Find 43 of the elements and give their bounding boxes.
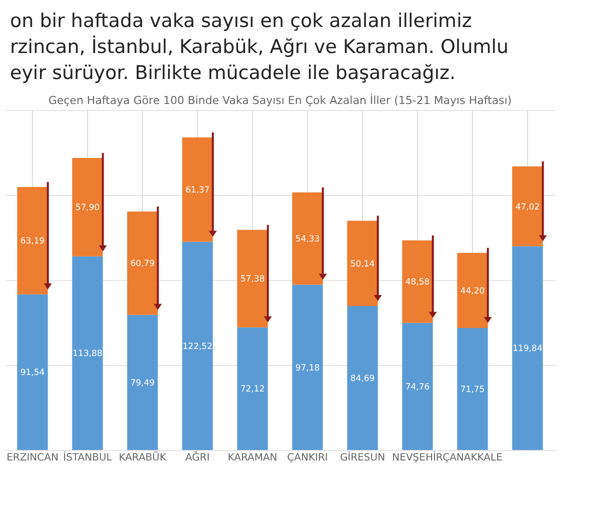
data-label: 74,76: [405, 382, 430, 392]
x-tick-label: NEVŞEHİR: [392, 450, 443, 464]
data-label: 63,19: [20, 236, 45, 247]
data-label: 122,52: [182, 342, 212, 352]
bar: [292, 284, 323, 450]
x-tick-label: İSTANBUL: [63, 450, 112, 464]
data-label: 48,58: [405, 278, 430, 288]
data-label: 57,90: [75, 203, 100, 214]
x-tick-label: KARAMAN: [228, 452, 278, 464]
data-label: 113,88: [72, 349, 102, 360]
data-label: 61,37: [185, 186, 210, 196]
bar: [72, 256, 103, 450]
text: eyir sürüyor. Birlikte mücadele ile başaracağız.: [10, 61, 457, 86]
data-label: 44,20: [460, 286, 485, 296]
data-label: 57,38: [240, 274, 265, 285]
x-tick-label: AĞRI: [185, 450, 210, 464]
x-tick-label: ÇANAKKALE: [442, 452, 502, 464]
data-label: 97,18: [295, 363, 320, 374]
x-tick-label: GİRESUN: [340, 450, 386, 464]
text: on bir haftada vaka sayısı en çok azalan illerimiz: [10, 9, 473, 34]
x-tick-label: KARABÜK: [118, 450, 167, 464]
bar: [347, 306, 378, 450]
data-label: 84,69: [350, 374, 375, 384]
bar: [512, 246, 543, 450]
data-label: 50,14: [350, 259, 375, 270]
data-label: 60,79: [130, 259, 155, 270]
data-label: 72,12: [240, 384, 265, 395]
data-label: 47,02: [515, 202, 540, 212]
data-label: 119,84: [512, 344, 542, 354]
bar: [402, 322, 433, 450]
data-label: 71,75: [460, 385, 485, 396]
data-label: 79,49: [130, 378, 155, 388]
text: rzincan, İstanbul, Karabük, Ağrı ve Karaman. Olumlu: [10, 34, 510, 60]
bar: [127, 314, 158, 450]
chart-title: Geçen Haftaya Göre 100 Binde Vaka Sayısı En Çok Azalan İller (15-21 Mayıs Haftası): [48, 93, 512, 107]
bar: [182, 242, 213, 450]
bar: [457, 328, 488, 450]
x-tick-label: ERZINCAN: [6, 452, 58, 464]
data-label: 54,33: [295, 234, 320, 245]
bar: [237, 327, 268, 450]
x-tick-label: ÇANKIRI: [287, 452, 328, 464]
bar: [17, 294, 48, 450]
data-label: 91,54: [20, 368, 45, 378]
